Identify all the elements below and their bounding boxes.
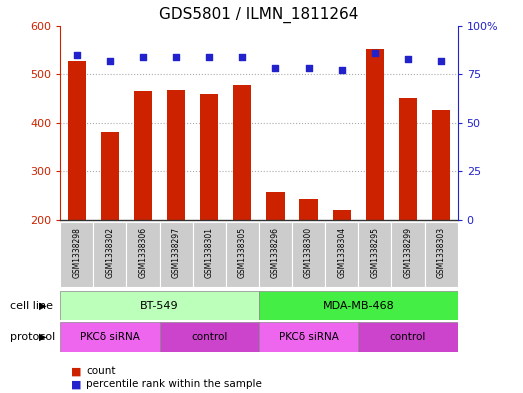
Bar	[192, 222, 226, 287]
Bar	[259, 322, 358, 352]
Text: GSM1338297: GSM1338297	[172, 227, 180, 278]
Bar	[160, 222, 192, 287]
Bar	[391, 222, 425, 287]
Text: GSM1338296: GSM1338296	[271, 227, 280, 278]
Title: GDS5801 / ILMN_1811264: GDS5801 / ILMN_1811264	[159, 7, 359, 23]
Bar	[300, 199, 317, 220]
Text: cell line: cell line	[10, 301, 53, 310]
Point	[437, 57, 445, 64]
Bar	[60, 322, 160, 352]
Bar	[134, 91, 152, 220]
Text: ▶: ▶	[39, 301, 47, 310]
Bar	[266, 192, 285, 220]
Text: GSM1338301: GSM1338301	[204, 227, 214, 278]
Point	[139, 53, 147, 60]
Point	[106, 57, 114, 64]
Bar	[432, 110, 450, 220]
Bar	[333, 210, 351, 220]
Text: control: control	[390, 332, 426, 342]
Text: BT-549: BT-549	[140, 301, 179, 310]
Point	[304, 65, 313, 72]
Text: GSM1338304: GSM1338304	[337, 227, 346, 278]
Bar	[127, 222, 160, 287]
Point	[271, 65, 280, 72]
Text: MDA-MB-468: MDA-MB-468	[322, 301, 394, 310]
Bar	[67, 61, 86, 220]
Text: GSM1338306: GSM1338306	[139, 227, 147, 278]
Text: PKCδ siRNA: PKCδ siRNA	[279, 332, 338, 342]
Text: GSM1338303: GSM1338303	[437, 227, 446, 278]
Text: ▶: ▶	[39, 332, 47, 342]
Text: ■: ■	[71, 379, 81, 389]
Point	[238, 53, 246, 60]
Bar	[358, 222, 391, 287]
Text: GSM1338298: GSM1338298	[72, 227, 81, 278]
Text: ■: ■	[71, 366, 81, 376]
Bar	[160, 322, 259, 352]
Bar	[200, 94, 218, 220]
Bar	[259, 291, 458, 320]
Bar	[226, 222, 259, 287]
Point	[73, 51, 81, 58]
Bar	[93, 222, 127, 287]
Text: percentile rank within the sample: percentile rank within the sample	[86, 379, 262, 389]
Text: GSM1338299: GSM1338299	[403, 227, 413, 278]
Bar	[167, 90, 185, 220]
Bar	[233, 85, 252, 220]
Bar	[259, 222, 292, 287]
Bar	[292, 222, 325, 287]
Bar	[60, 291, 259, 320]
Bar	[358, 322, 458, 352]
Text: PKCδ siRNA: PKCδ siRNA	[80, 332, 140, 342]
Point	[172, 53, 180, 60]
Bar	[325, 222, 358, 287]
Text: GSM1338300: GSM1338300	[304, 227, 313, 278]
Text: GSM1338305: GSM1338305	[238, 227, 247, 278]
Text: GSM1338302: GSM1338302	[105, 227, 115, 278]
Point	[337, 67, 346, 73]
Bar	[399, 98, 417, 220]
Text: control: control	[191, 332, 228, 342]
Text: GSM1338295: GSM1338295	[370, 227, 379, 278]
Bar	[425, 222, 458, 287]
Point	[371, 50, 379, 56]
Point	[205, 53, 213, 60]
Bar	[101, 132, 119, 220]
Text: protocol: protocol	[10, 332, 56, 342]
Bar	[366, 50, 384, 220]
Text: count: count	[86, 366, 116, 376]
Point	[404, 55, 412, 62]
Bar	[60, 222, 93, 287]
